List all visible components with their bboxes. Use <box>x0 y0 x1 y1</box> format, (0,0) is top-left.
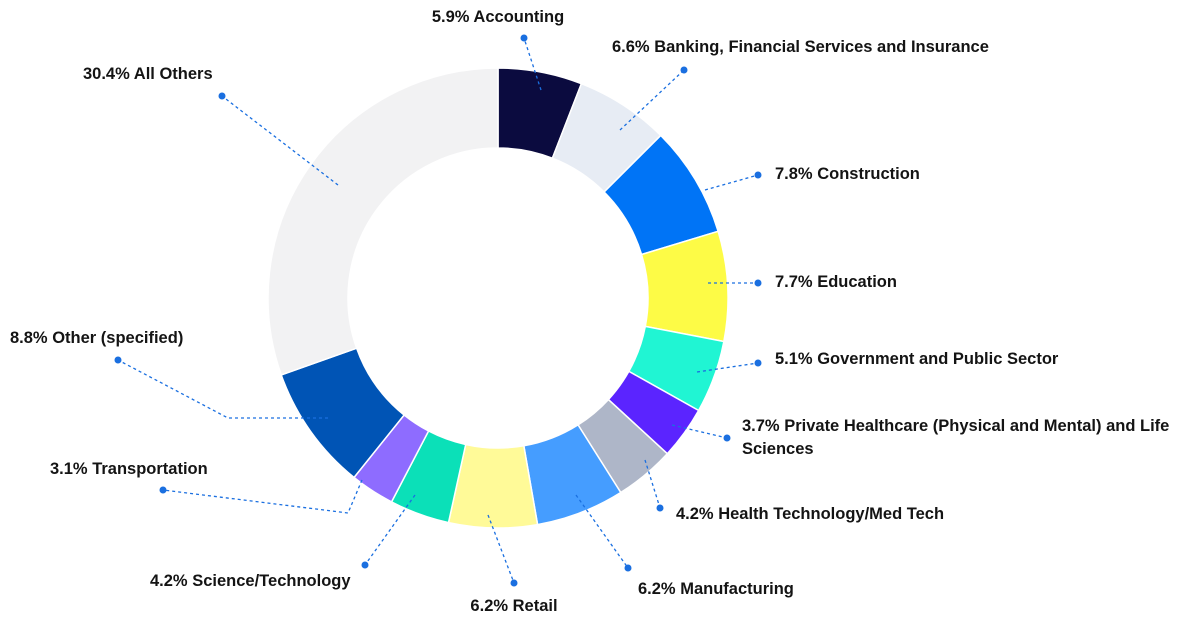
category-label: Education <box>817 273 897 291</box>
value-label: 5.9% <box>431 8 470 26</box>
category-label: Transportation <box>92 460 208 478</box>
value-label: 8.8% <box>10 329 48 347</box>
value-label: 4.2% <box>676 505 714 523</box>
category-label: Private Healthcare (Physical and Mental)… <box>742 417 1170 458</box>
value-label: 7.7% <box>775 273 813 291</box>
category-label: Government and Public Sector <box>817 350 1059 368</box>
leader-dot <box>361 561 369 569</box>
value-label: 3.7% <box>742 417 780 435</box>
slice-label: 6.2% Manufacturing <box>638 578 794 601</box>
value-label: 3.1% <box>50 460 88 478</box>
leader-dot <box>754 279 762 287</box>
category-label: Banking, Financial Services and Insuranc… <box>654 38 989 56</box>
category-label: Construction <box>817 165 920 183</box>
value-label: 6.2% <box>638 580 676 598</box>
leader-dot <box>218 92 226 100</box>
slice-label: 4.2% Science/Technology <box>150 570 351 593</box>
slice-label: 5.9% Accounting <box>432 6 564 29</box>
value-label: 30.4% <box>83 65 130 83</box>
category-label: Manufacturing <box>680 580 794 598</box>
value-label: 6.6% <box>612 38 650 56</box>
slice-label: 4.2% Health Technology/Med Tech <box>676 503 944 526</box>
donut-segment <box>267 67 499 376</box>
category-label: All Others <box>133 65 213 83</box>
value-label: 5.1% <box>775 350 813 368</box>
slice-label: 8.8% Other (specified) <box>10 327 183 350</box>
leader-dot <box>510 579 518 587</box>
slice-label: 30.4% All Others <box>83 63 213 86</box>
leader-dot <box>723 434 731 442</box>
slice-label: 6.6% Banking, Financial Services and Ins… <box>612 36 989 59</box>
slice-label: 7.8% Construction <box>775 163 920 186</box>
category-label: Other (specified) <box>52 329 184 347</box>
slice-label: 3.7% Private Healthcare (Physical and Me… <box>742 415 1182 461</box>
leader-dot <box>114 356 122 364</box>
leader-dot <box>680 66 688 74</box>
leader-line <box>644 459 661 509</box>
leader-line <box>704 174 759 191</box>
category-label: Accounting <box>473 8 565 26</box>
leader-line <box>117 359 328 419</box>
leader-line <box>162 479 363 514</box>
category-label: Retail <box>512 597 558 615</box>
slice-label: 3.1% Transportation <box>50 458 208 481</box>
value-label: 6.2% <box>470 597 509 615</box>
value-label: 4.2% <box>150 572 188 590</box>
leader-dot <box>624 564 632 572</box>
leader-line <box>487 514 515 584</box>
leader-line <box>364 494 416 566</box>
slice-label: 6.2% Retail <box>470 595 557 618</box>
leader-dot <box>656 504 664 512</box>
leader-dot <box>754 171 762 179</box>
category-label: Science/Technology <box>192 572 351 590</box>
leader-line <box>696 362 759 373</box>
leader-line <box>575 494 629 569</box>
leader-line <box>619 69 685 131</box>
slice-label: 5.1% Government and Public Sector <box>775 348 1058 371</box>
category-label: Health Technology/Med Tech <box>718 505 945 523</box>
value-label: 7.8% <box>775 165 813 183</box>
leader-dot <box>754 359 762 367</box>
leader-line <box>221 95 339 186</box>
leader-dot <box>520 34 528 42</box>
leader-dot <box>159 486 167 494</box>
slice-label: 7.7% Education <box>775 271 897 294</box>
